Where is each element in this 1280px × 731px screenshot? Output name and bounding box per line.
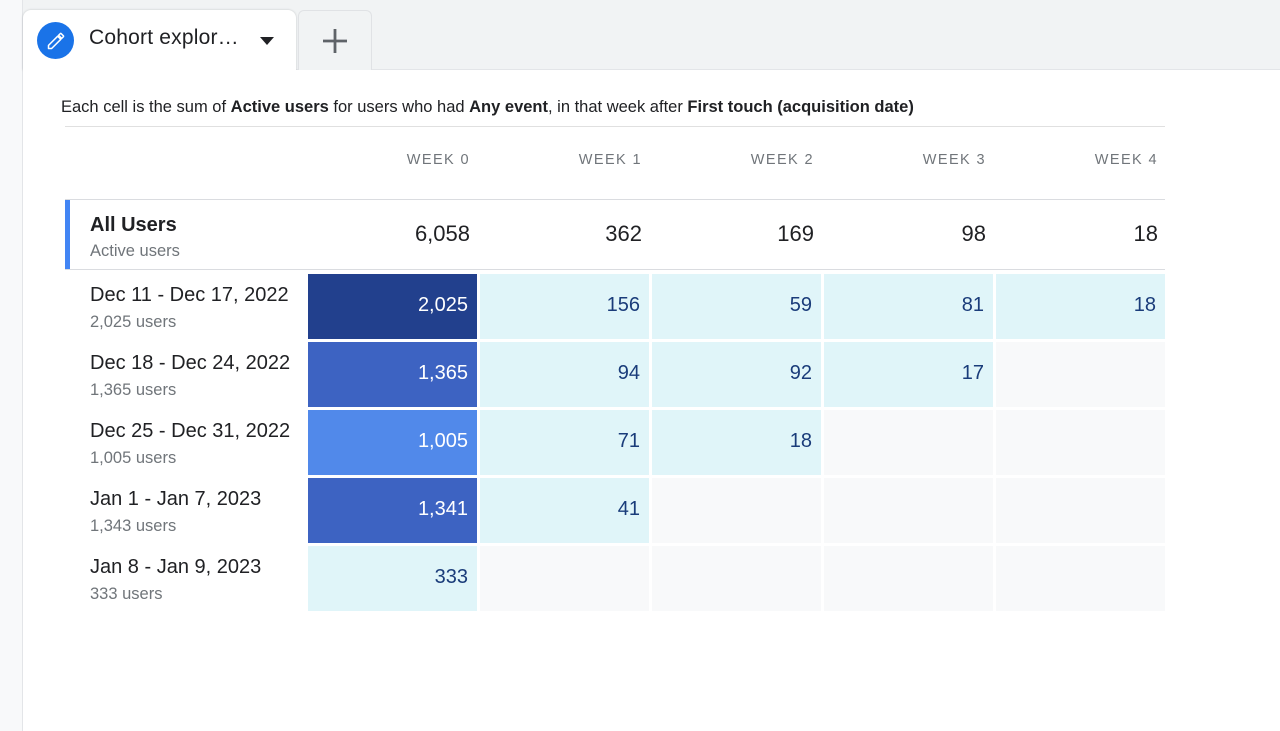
all-users-total-week-0: 6,058 bbox=[414, 221, 470, 246]
add-tab-button[interactable] bbox=[298, 10, 372, 70]
all-users-total-week-4: 18 bbox=[1133, 221, 1158, 246]
caret-down-icon[interactable] bbox=[257, 34, 277, 48]
empty-cell bbox=[996, 478, 1165, 543]
empty-cell bbox=[996, 342, 1165, 407]
all-users-accent-bar bbox=[65, 200, 70, 269]
column-header-week-4[interactable]: WEEK 4 bbox=[1094, 152, 1158, 168]
cohort-cell[interactable]: 1,365 bbox=[308, 342, 477, 407]
all-users-metric: Active users bbox=[90, 242, 180, 260]
description-mid2: , in that week after bbox=[548, 98, 688, 116]
cohort-cell[interactable]: 94 bbox=[480, 342, 649, 407]
empty-cell bbox=[996, 410, 1165, 475]
empty-cell bbox=[996, 546, 1165, 611]
table-description: Each cell is the sum of Active users for… bbox=[61, 98, 914, 117]
cohort-user-count: 1,343 users bbox=[90, 517, 177, 535]
divider bbox=[65, 269, 1165, 270]
cohort-cell[interactable]: 92 bbox=[652, 342, 821, 407]
all-users-title[interactable]: All Users bbox=[90, 214, 177, 236]
cohort-cell[interactable]: 1,005 bbox=[308, 410, 477, 475]
description-metric: Active users bbox=[230, 98, 329, 116]
cohort-label[interactable]: Jan 1 - Jan 7, 2023 bbox=[90, 488, 262, 510]
all-users-total-week-1: 362 bbox=[605, 221, 642, 246]
cohort-cell[interactable]: 17 bbox=[824, 342, 993, 407]
divider bbox=[65, 199, 1165, 200]
cohort-cell[interactable]: 333 bbox=[308, 546, 477, 611]
column-header-week-0[interactable]: WEEK 0 bbox=[406, 152, 470, 168]
cohort-cell[interactable]: 41 bbox=[480, 478, 649, 543]
cohort-label[interactable]: Dec 11 - Dec 17, 2022 bbox=[90, 284, 289, 306]
empty-cell bbox=[824, 410, 993, 475]
cohort-user-count: 1,005 users bbox=[90, 449, 177, 467]
cohort-cell[interactable]: 81 bbox=[824, 274, 993, 339]
cohort-cell[interactable]: 18 bbox=[996, 274, 1165, 339]
cohort-user-count: 2,025 users bbox=[90, 313, 177, 331]
all-users-total-week-2: 169 bbox=[777, 221, 814, 246]
description-inclusion: First touch (acquisition date) bbox=[687, 98, 914, 116]
empty-cell bbox=[480, 546, 649, 611]
cohort-cell[interactable]: 156 bbox=[480, 274, 649, 339]
pencil-icon bbox=[47, 32, 64, 49]
description-event: Any event bbox=[469, 98, 548, 116]
plus-icon bbox=[323, 28, 347, 53]
description-prefix: Each cell is the sum of bbox=[61, 98, 231, 116]
tab-cohort-exploration[interactable]: Cohort explor… bbox=[23, 10, 296, 70]
column-header-week-3[interactable]: WEEK 3 bbox=[922, 152, 986, 168]
cohort-cell[interactable]: 71 bbox=[480, 410, 649, 475]
left-rail bbox=[0, 0, 23, 731]
edit-tab-button[interactable] bbox=[37, 22, 74, 59]
cohort-cell[interactable]: 18 bbox=[652, 410, 821, 475]
cohort-user-count: 333 users bbox=[90, 585, 163, 603]
column-header-week-1[interactable]: WEEK 1 bbox=[578, 152, 642, 168]
cohort-cell[interactable]: 2,025 bbox=[308, 274, 477, 339]
empty-cell bbox=[824, 546, 993, 611]
all-users-total-week-3: 98 bbox=[961, 221, 986, 246]
cohort-label[interactable]: Dec 18 - Dec 24, 2022 bbox=[90, 352, 291, 374]
empty-cell bbox=[652, 546, 821, 611]
empty-cell bbox=[824, 478, 993, 543]
description-mid1: for users who had bbox=[328, 98, 470, 116]
cohort-cell[interactable]: 59 bbox=[652, 274, 821, 339]
empty-cell bbox=[652, 478, 821, 543]
cohort-table-canvas: Each cell is the sum of Active users for… bbox=[23, 70, 1280, 731]
cohort-label[interactable]: Jan 8 - Jan 9, 2023 bbox=[90, 556, 262, 578]
cohort-user-count: 1,365 users bbox=[90, 381, 177, 399]
cohort-label[interactable]: Dec 25 - Dec 31, 2022 bbox=[90, 420, 291, 442]
column-header-week-2[interactable]: WEEK 2 bbox=[750, 152, 814, 168]
tab-title[interactable]: Cohort explor… bbox=[89, 26, 239, 49]
divider bbox=[65, 126, 1165, 127]
cohort-cell[interactable]: 1,341 bbox=[308, 478, 477, 543]
